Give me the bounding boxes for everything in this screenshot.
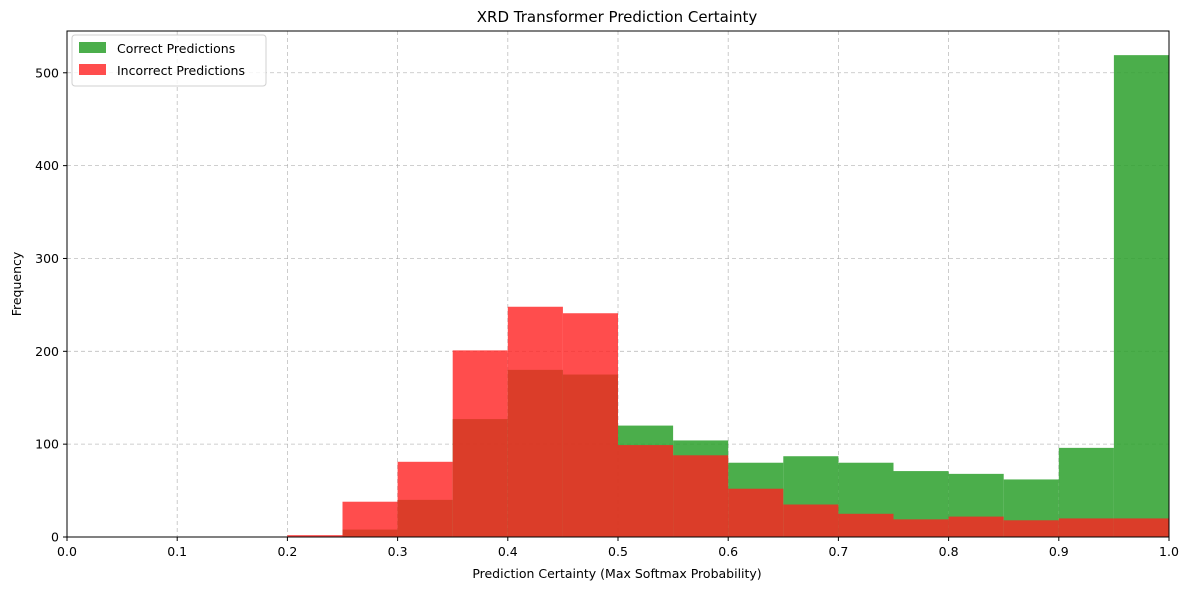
y-tick-label: 200 [35,344,59,359]
x-axis-label: Prediction Certainty (Max Softmax Probab… [472,566,761,581]
histogram-bar-incorrect [1113,518,1169,537]
x-tick-label: 0.7 [828,544,848,559]
y-tick-label: 100 [35,437,59,452]
legend-swatch-correct [79,42,106,53]
x-tick-label: 0.9 [1049,544,1069,559]
x-tick-label: 0.4 [498,544,518,559]
histogram-bar-incorrect [893,519,949,537]
y-tick-label: 300 [35,251,59,266]
histogram-bar-incorrect [728,488,784,537]
x-tick-label: 0.1 [167,544,187,559]
x-tick-label: 1.0 [1159,544,1179,559]
legend: Correct Predictions Incorrect Prediction… [71,34,267,87]
histogram-bar-incorrect [287,535,343,537]
histogram-bar-incorrect [342,501,398,537]
histogram-bar-incorrect [948,516,1004,537]
histogram-bar-incorrect [783,504,839,537]
y-tick-label: 400 [35,158,59,173]
legend-label-incorrect: Incorrect Predictions [117,63,245,78]
histogram-bar-incorrect [507,306,563,537]
legend-swatch-incorrect [79,64,106,75]
x-tick-label: 0.6 [718,544,738,559]
x-tick-label: 0.8 [939,544,959,559]
chart-title: XRD Transformer Prediction Certainty [477,8,758,26]
legend-label-correct: Correct Predictions [117,41,235,56]
histogram-bar-incorrect [1058,518,1114,537]
y-axis-label: Frequency [9,251,24,316]
histogram-bar-correct [1113,55,1169,537]
bars-layer [287,55,1169,537]
x-tick-label: 0.2 [277,544,297,559]
histogram-bar-incorrect [397,461,453,537]
axes-layer: 0.0 0.1 0.2 0.3 0.4 0.5 0.6 0.7 0.8 0.9 1.0 0 100 200… [35,30,1179,559]
y-tick-label: 500 [35,65,59,80]
y-tick-label: 0 [51,530,59,545]
histogram-bar-incorrect [618,445,674,537]
histogram-bar-incorrect [452,350,508,537]
x-tick-label: 0.3 [388,544,408,559]
histogram-bar-incorrect [673,455,729,537]
histogram-bar-incorrect [562,313,618,537]
legend-box [71,34,267,87]
histogram-bar-incorrect [838,513,894,537]
x-tick-label: 0.5 [608,544,628,559]
histogram-bar-incorrect [1003,520,1059,537]
x-tick-label: 0.0 [57,544,77,559]
